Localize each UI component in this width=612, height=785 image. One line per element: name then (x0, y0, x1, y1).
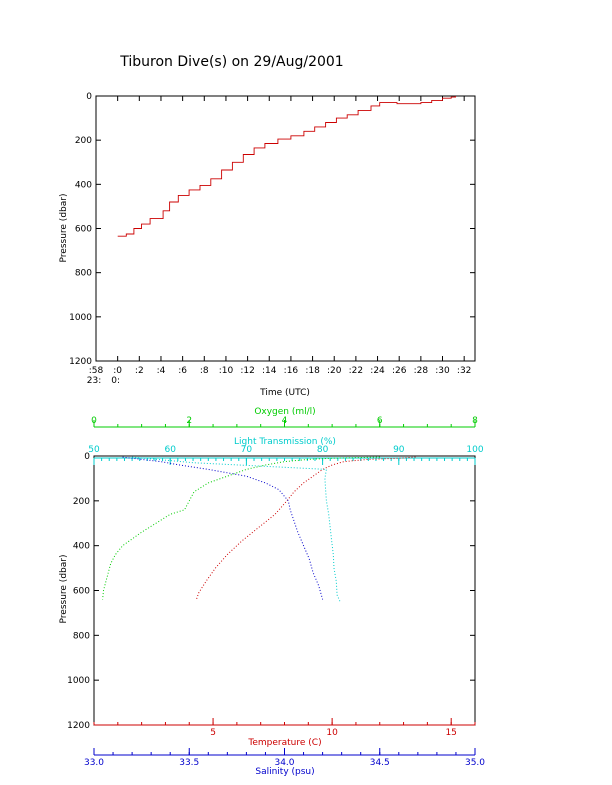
top-x-tick-label: :20 (327, 366, 342, 376)
top-x-tick-label: :26 (392, 366, 407, 376)
top-x-tick-sublabel: 0: (111, 376, 120, 386)
top-y-axis-label: Pressure (dbar) (59, 194, 69, 263)
top-y-tick-label: 400 (75, 180, 92, 190)
bottom-y-tick-label: 800 (73, 631, 90, 641)
oxygen-axis-tick-label: 8 (472, 416, 478, 426)
ctd-traces (102, 456, 416, 602)
top-x-tick-label: :24 (370, 366, 385, 376)
top-x-tick-label: :0 (113, 366, 122, 376)
top-x-tick-label: :2 (135, 366, 144, 376)
salinity-axis-tick-label: 35.0 (465, 758, 485, 768)
top-y-tick-label: 0 (86, 92, 92, 102)
top-x-tick-label: :22 (349, 366, 363, 376)
temperature-profile (195, 456, 416, 600)
transmission-axis-tick-label: 100 (466, 445, 483, 455)
bottom-plot-frame (93, 455, 476, 726)
salinity-profile (122, 456, 324, 600)
oxygen-axis: 0 2 4 6 8 (91, 416, 478, 428)
top-x-axis-label: Time (UTC) (259, 388, 310, 398)
transmission-axis: 50 60 70 80 90 100 (88, 445, 484, 465)
top-y-tick-label: 200 (75, 136, 92, 146)
top-y-tick-label: 800 (75, 269, 92, 279)
salinity-axis-tick-label: 34.0 (274, 758, 294, 768)
top-x-tick-label: :14 (262, 366, 277, 376)
top-x-tick-label: :8 (200, 366, 209, 376)
top-x-tick-label: :32 (457, 366, 471, 376)
bottom-y-axis-label: Pressure (dbar) (59, 555, 69, 624)
transmission-axis-tick-label: 80 (317, 445, 329, 455)
oxygen-axis-label: Oxygen (ml/l) (254, 407, 315, 417)
top-y-axis: 0 200 400 600 800 1000 1200 (69, 92, 475, 367)
temperature-axis-tick-label: 5 (210, 728, 216, 738)
temperature-axis-label: Temperature (C) (247, 738, 321, 748)
bottom-y-tick-label: 200 (73, 497, 90, 507)
dive-trace-line (117, 96, 456, 237)
oxygen-axis-tick-label: 6 (377, 416, 383, 426)
salinity-axis: 33.0 33.5 34.0 34.5 35.0 (84, 748, 485, 768)
salinity-axis-tick-label: 33.5 (179, 758, 199, 768)
bottom-y-tick-label: 1000 (67, 676, 90, 686)
top-x-tick-label: :58 (89, 366, 104, 376)
salinity-axis-label: Salinity (psu) (255, 767, 314, 777)
figure-title: Tiburon Dive(s) on 29/Aug/2001 (119, 54, 343, 70)
top-y-tick-label: 600 (75, 225, 92, 235)
bottom-y-axis: 0 200 400 600 800 1000 1200 (67, 452, 475, 731)
top-x-tick-label: :30 (435, 366, 450, 376)
temperature-axis-tick-label: 15 (445, 728, 456, 738)
top-x-tick-sublabel: 23: (87, 376, 101, 386)
bottom-y-tick-label: 0 (84, 452, 90, 462)
oxygen-axis-tick-label: 0 (91, 416, 97, 426)
top-y-tick-label: 1000 (69, 313, 92, 323)
top-x-tick-label: :12 (240, 366, 254, 376)
oxygen-axis-tick-label: 2 (186, 416, 192, 426)
bottom-y-tick-label: 600 (73, 587, 90, 597)
salinity-axis-tick-label: 33.0 (84, 758, 104, 768)
transmission-axis-tick-label: 90 (393, 445, 405, 455)
bottom-y-tick-label: 400 (73, 542, 90, 552)
top-plot-frame (95, 95, 476, 362)
top-x-tick-label: :16 (284, 366, 299, 376)
temperature-axis: 5 10 15 (93, 718, 476, 738)
salinity-axis-tick-label: 34.5 (370, 758, 390, 768)
top-x-tick-label: :28 (414, 366, 429, 376)
transmission-profile (132, 456, 341, 602)
transmission-axis-tick-label: 70 (241, 445, 253, 455)
top-x-tick-label: :18 (305, 366, 320, 376)
oxygen-axis-tick-label: 4 (282, 416, 288, 426)
top-y-tick-label: 1200 (69, 357, 92, 367)
bottom-y-tick-label: 1200 (67, 721, 90, 731)
top-x-tick-label: :6 (178, 366, 187, 376)
temperature-axis-tick-label: 10 (326, 728, 338, 738)
dive-trace (117, 96, 456, 237)
transmission-axis-tick-label: 60 (164, 445, 176, 455)
top-x-tick-label: :10 (219, 366, 234, 376)
ctd-profile-chart: 0 200 400 600 800 1000 1200 Pressure (dbar) 0 2… (59, 407, 485, 777)
top-x-tick-label: :4 (157, 366, 166, 376)
transmission-axis-label: Light Transmission (%) (234, 437, 336, 447)
transmission-axis-tick-label: 50 (88, 445, 100, 455)
oxygen-profile (102, 456, 380, 600)
